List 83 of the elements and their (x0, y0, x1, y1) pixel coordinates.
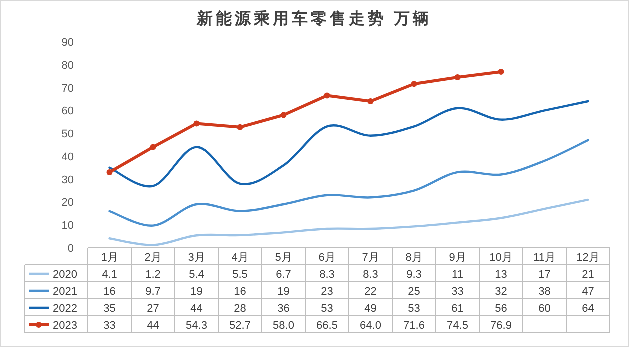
point (324, 92, 330, 99)
data-label: 64 (582, 303, 594, 315)
data-label: 9.3 (406, 269, 422, 281)
x-tick-label: 11月 (534, 252, 556, 264)
y-tick-label: 10 (62, 220, 74, 232)
data-label: 32 (495, 286, 508, 298)
data-label: 64.0 (360, 320, 382, 332)
data-label: 6.7 (276, 269, 292, 281)
data-label: 11 (452, 269, 464, 281)
y-tick-label: 50 (62, 128, 74, 141)
data-label: 1.2 (146, 269, 161, 281)
point (106, 169, 113, 176)
point (454, 74, 461, 80)
data-label: 22 (364, 286, 377, 298)
data-label: 35 (104, 303, 116, 315)
data-label: 4.1 (102, 269, 118, 281)
y-tick-label: 0 (68, 243, 74, 255)
data-label: 13 (495, 269, 508, 281)
data-label: 21 (582, 269, 594, 281)
data-label: 54.3 (186, 320, 208, 332)
point (368, 98, 374, 105)
data-label: 16 (104, 286, 116, 298)
data-label: 33 (452, 286, 464, 298)
data-label: 8.3 (320, 269, 335, 281)
y-tick-label: 70 (62, 82, 74, 95)
data-label: 66.5 (316, 320, 338, 332)
point (498, 68, 504, 75)
data-label: 17 (538, 269, 551, 281)
data-label: 36 (278, 303, 290, 315)
data-label: 74.5 (447, 320, 468, 332)
data-label: 71.6 (404, 320, 425, 332)
x-tick-label: 3月 (188, 252, 206, 264)
data-label: 25 (408, 286, 420, 298)
data-label: 19 (278, 286, 290, 298)
data-label: 28 (234, 303, 246, 315)
data-label: 38 (538, 286, 551, 298)
point (280, 112, 287, 118)
y-tick-label: 90 (62, 37, 74, 49)
data-label: 53 (321, 303, 334, 315)
data-label: 16 (234, 286, 246, 298)
legend-label: 2020 (53, 269, 78, 281)
y-tick-label: 40 (62, 151, 74, 164)
legend-label: 2021 (53, 286, 78, 298)
y-tick-label: 30 (62, 174, 74, 186)
data-label: 53 (408, 303, 420, 315)
legend-label: 2022 (53, 303, 78, 315)
data-label: 23 (321, 286, 334, 298)
legend-label: 2023 (53, 320, 78, 332)
point (411, 81, 418, 88)
x-tick-label: 9月 (449, 252, 466, 264)
x-tick-label: 8月 (406, 252, 423, 264)
data-label: 44 (190, 303, 203, 315)
x-tick-label: 4月 (232, 252, 249, 264)
point (150, 144, 156, 150)
data-label: 47 (582, 286, 594, 298)
data-label: 44 (147, 320, 160, 332)
data-label: 5.5 (232, 269, 248, 281)
point (237, 124, 244, 130)
data-label: 27 (147, 303, 160, 315)
x-tick-label: 6月 (318, 252, 336, 264)
x-tick-label: 5月 (275, 252, 292, 264)
x-tick-label: 1月 (101, 252, 118, 264)
y-tick-label: 60 (62, 106, 74, 118)
data-label: 5.4 (189, 269, 204, 281)
data-label: 19 (190, 286, 203, 298)
chart-title: 新能源乘用车零售走势 万辆 (196, 10, 432, 28)
data-label: 61 (452, 303, 464, 315)
data-label: 49 (364, 303, 377, 315)
data-label: 76.9 (490, 320, 512, 332)
point (194, 120, 200, 127)
x-tick-label: 2月 (144, 252, 162, 264)
data-label: 60 (538, 303, 551, 315)
data-label: 52.7 (230, 320, 251, 332)
data-label: 8.3 (363, 269, 378, 281)
x-tick-label: 10月 (490, 252, 513, 264)
data-label: 58.0 (273, 320, 294, 332)
data-label: 33 (104, 320, 116, 332)
y-tick-label: 20 (62, 197, 74, 210)
y-tick-label: 80 (62, 60, 74, 72)
x-tick-label: 7月 (362, 252, 380, 264)
data-label: 9.7 (146, 286, 161, 298)
x-tick-label: 12月 (576, 252, 600, 264)
data-label: 56 (495, 303, 508, 315)
